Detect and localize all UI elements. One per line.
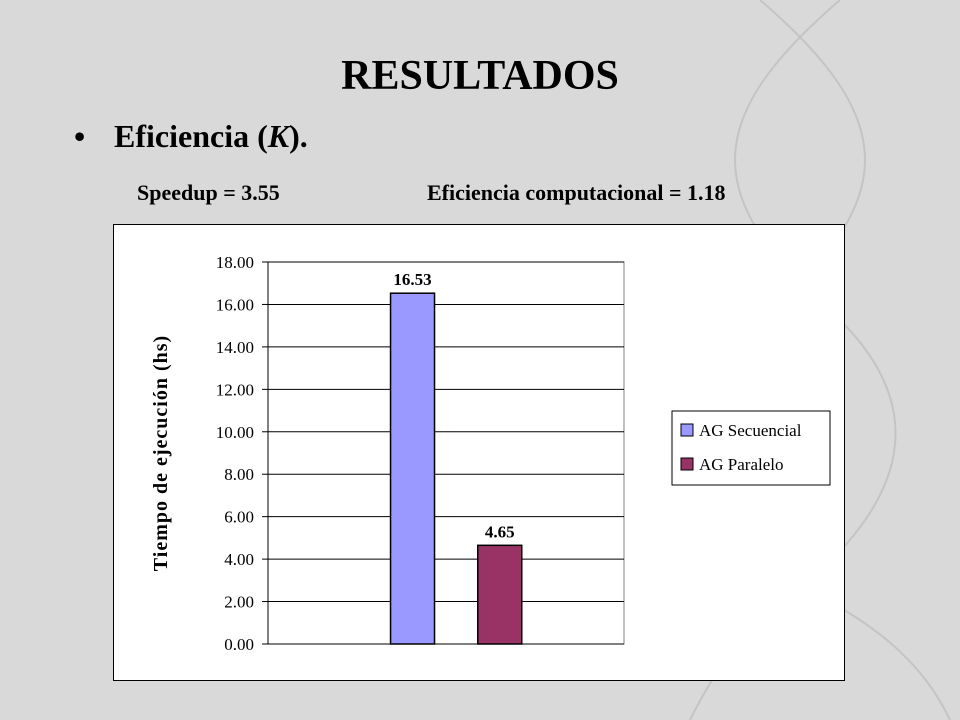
gridlines <box>268 261 624 645</box>
chart-container: 0.00 2.00 4.00 6.00 8.00 10.00 12.00 14.00 16.00… <box>113 224 845 681</box>
bar-1 <box>477 544 523 645</box>
bar-0 <box>389 292 436 645</box>
legend-label: AG Paralelo <box>699 455 784 474</box>
bar-data-label: 16.53 <box>393 270 431 289</box>
y-tick-label: 14.00 <box>216 338 254 357</box>
slide-title: RESULTADOS <box>341 53 619 99</box>
y-tick-label: 4.00 <box>224 550 254 569</box>
bullet-text-prefix: Eficiencia ( <box>114 118 268 154</box>
y-axis-label: Tiempo de ejecución (hs) <box>150 335 172 571</box>
y-tick-label: 6.00 <box>224 508 254 527</box>
legend-swatch <box>680 457 694 471</box>
y-tick-label: 10.00 <box>216 423 254 442</box>
speedup-label: Speedup = 3.55 <box>137 180 280 205</box>
y-axis-ticks: 0.00 2.00 4.00 6.00 8.00 10.00 12.00 14.00 16.00… <box>216 253 268 654</box>
y-tick-label: 16.00 <box>216 295 254 314</box>
bar-chart: 0.00 2.00 4.00 6.00 8.00 10.00 12.00 14.00 16.00… <box>150 253 831 654</box>
plot-area <box>267 261 625 645</box>
legend: AG Secuencial AG Paralelo <box>680 421 802 474</box>
bar-data-label: 4.65 <box>485 522 515 541</box>
y-tick-label: 12.00 <box>216 380 254 399</box>
bars: 16.53 4.65 <box>389 270 523 645</box>
bullet-text-suffix: ). <box>289 118 308 154</box>
bullet-item: • Eficiencia (K). <box>74 118 308 155</box>
efficiency-label: Eficiencia computacional = 1.18 <box>427 180 726 205</box>
y-tick-label: 0.00 <box>224 635 254 654</box>
bullet-symbol: • <box>74 118 86 154</box>
bullet-text-italic: K <box>267 118 290 154</box>
y-tick-label: 8.00 <box>224 465 254 484</box>
legend-box <box>671 410 831 486</box>
y-tick-label: 2.00 <box>224 593 254 612</box>
y-tick-label: 18.00 <box>216 253 254 272</box>
legend-label: AG Secuencial <box>699 421 802 440</box>
legend-swatch <box>680 423 694 437</box>
